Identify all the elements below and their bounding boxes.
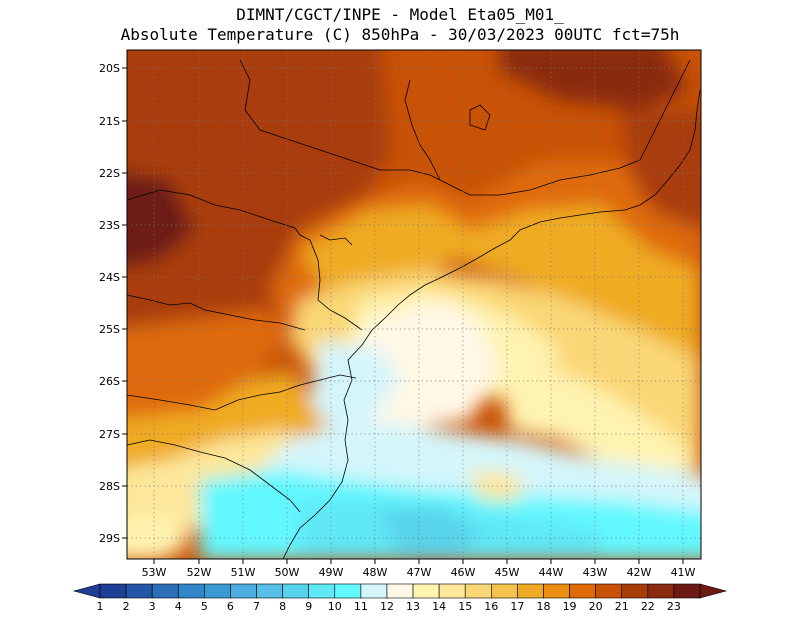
river [319, 234, 353, 246]
state-border-6 [127, 294, 306, 331]
colorbar-swatch [151, 583, 179, 599]
colorbar-label: 6 [227, 600, 234, 613]
colorbar: 1 2 3 4 5 6 7 8 9 10 11 12 13 14 15 16 17 18 19 20 21 22 23 [72, 583, 728, 613]
axis-ticks [122, 67, 684, 564]
lat-label: 23S [99, 219, 120, 232]
colorbar-label: 19 [563, 600, 577, 613]
lon-label: 50W [275, 566, 300, 579]
colorbar-swatch [204, 583, 231, 599]
colorbar-swatch [543, 583, 570, 599]
colorbar-under-arrow [72, 583, 101, 599]
colorbar-label: 18 [536, 600, 550, 613]
colorbar-swatch [438, 583, 466, 599]
colorbar-swatch [464, 583, 492, 599]
colorbar-label: 9 [305, 600, 312, 613]
latitude-labels: 20S 21S 22S 23S 24S 25S 26S 27S 28S 29S [99, 62, 120, 545]
colorbar-label: 13 [406, 600, 420, 613]
colorbar-label: 21 [615, 600, 629, 613]
colorbar-label: 22 [641, 600, 655, 613]
colorbar-label: 14 [432, 600, 446, 613]
lon-label: 49W [319, 566, 344, 579]
lat-label: 21S [99, 115, 120, 128]
state-border-3 [127, 439, 301, 513]
colorbar-swatch [230, 583, 257, 599]
state-border-2 [127, 374, 357, 411]
colorbar-label: 5 [201, 600, 208, 613]
lon-label: 42W [627, 566, 652, 579]
lon-label: 41W [671, 566, 696, 579]
lon-label: 48W [363, 566, 388, 579]
lon-label: 51W [231, 566, 256, 579]
lat-label: 20S [99, 62, 120, 75]
lon-label: 43W [583, 566, 608, 579]
colorbar-swatch [647, 583, 675, 599]
lat-label: 29S [99, 532, 120, 545]
colorbar-swatch [308, 583, 336, 599]
lon-label: 45W [495, 566, 520, 579]
colorbar-swatch [491, 583, 518, 599]
colorbar-swatch [569, 583, 596, 599]
colorbar-label: 10 [328, 600, 342, 613]
colorbar-swatch [621, 583, 649, 599]
coastline [282, 89, 701, 559]
colorbar-label: 17 [510, 600, 524, 613]
lake [469, 104, 491, 131]
lat-lon-grid [127, 50, 701, 559]
lon-label: 46W [451, 566, 476, 579]
colorbar-over-arrow [699, 583, 728, 599]
temperature-field [127, 50, 701, 559]
colorbar-label: 4 [175, 600, 182, 613]
colorbar-swatch [595, 583, 623, 599]
colorbar-label: 8 [279, 600, 286, 613]
colorbar-label: 12 [380, 600, 394, 613]
lon-label: 52W [187, 566, 212, 579]
colorbar-label: 20 [589, 600, 603, 613]
map-frame [126, 49, 702, 560]
colorbar-label: 7 [253, 600, 260, 613]
lat-label: 22S [99, 167, 120, 180]
lat-label: 27S [99, 428, 120, 441]
colorbar-swatch [177, 583, 205, 599]
colorbar-swatch [360, 583, 388, 599]
colorbar-swatch [386, 583, 414, 599]
lat-label: 25S [99, 323, 120, 336]
state-border-5 [404, 79, 441, 181]
colorbar-swatch [334, 583, 362, 599]
state-border-1 [127, 189, 363, 331]
lat-label: 26S [99, 375, 120, 388]
colorbar-swatch [673, 583, 701, 599]
colorbar-label: 2 [123, 600, 130, 613]
colorbar-swatch [517, 583, 544, 599]
lat-label: 28S [99, 480, 120, 493]
state-border-4 [239, 59, 691, 196]
colorbar-label: 1 [97, 600, 104, 613]
colorbar-swatch [282, 583, 309, 599]
coastline-and-borders [127, 59, 701, 559]
lon-label: 53W [142, 566, 167, 579]
lon-label: 47W [407, 566, 432, 579]
colorbar-label: 23 [667, 600, 681, 613]
lat-label: 24S [99, 271, 120, 284]
colorbar-swatch [125, 583, 153, 599]
map-title-line2: Absolute Temperature (C) 850hPa - 30/03/… [120, 25, 680, 44]
lon-label: 44W [539, 566, 564, 579]
colorbar-label: 15 [458, 600, 472, 613]
longitude-labels: 53W 52W 51W 50W 49W 48W 47W 46W 45W 44W … [142, 566, 696, 579]
colorbar-swatch [256, 583, 283, 599]
colorbar-label: 16 [484, 600, 498, 613]
colorbar-label: 3 [149, 600, 156, 613]
colorbar-swatch [99, 583, 127, 599]
colorbar-swatch [412, 583, 440, 599]
colorbar-label: 11 [354, 600, 368, 613]
map-title-line1: DIMNT/CGCT/INPE - Model Eta05_M01_ [236, 5, 564, 24]
